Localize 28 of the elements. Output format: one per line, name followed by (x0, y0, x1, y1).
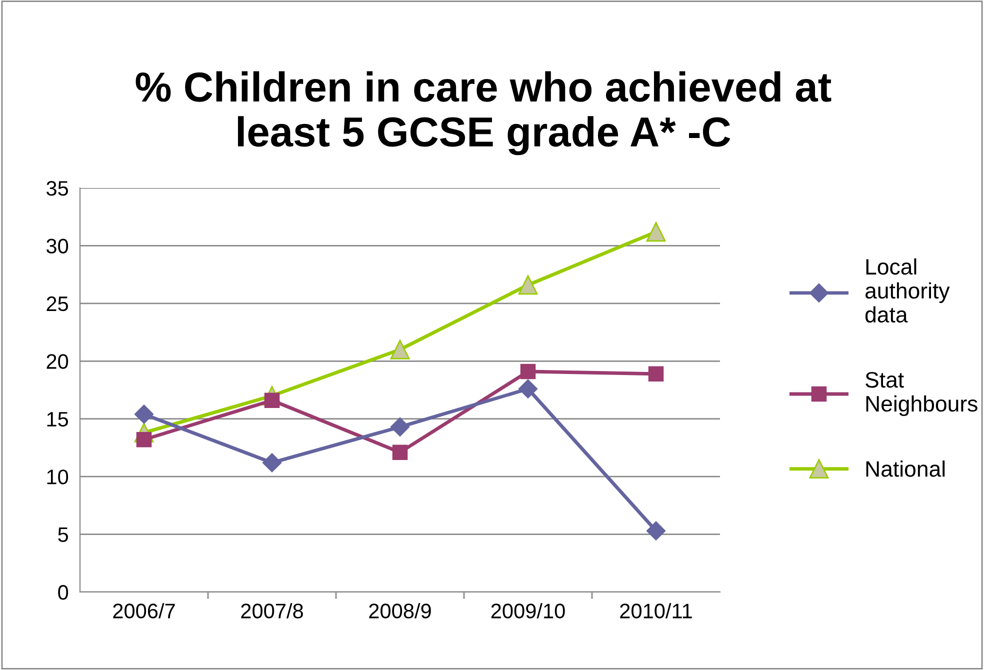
point (646, 521, 666, 540)
y-tick-label: 15 (47, 412, 68, 427)
point (262, 453, 282, 472)
point (392, 444, 408, 460)
y-tick-label: 0 (58, 585, 68, 600)
y-tick-label: 20 (46, 354, 68, 369)
y-tick-label: 10 (47, 470, 68, 484)
point (134, 404, 154, 424)
point (648, 366, 664, 382)
y-tick-label: 35 (46, 181, 68, 196)
x-tick-label: 2009/10 (491, 603, 565, 618)
x-tick-label: 2008/9 (369, 603, 431, 618)
point (646, 222, 666, 242)
legend-label: National (866, 460, 945, 477)
x-tick-label: 2010/11 (620, 603, 692, 618)
point (390, 340, 410, 360)
x-tick-label: 2006/7 (113, 603, 175, 618)
chart-title: % Children in care who achieved at least 5 GCSE grade A* -C (136, 71, 832, 156)
y-tick-label: 30 (46, 238, 68, 254)
point (520, 364, 536, 380)
point (390, 417, 410, 436)
legend-label: Local authority data (865, 258, 950, 323)
y-tick-label: 25 (46, 296, 68, 312)
point (518, 275, 538, 295)
point (518, 379, 538, 398)
x-tick-label: 2007/8 (241, 603, 303, 618)
legend-label: Stat Neighbours (866, 372, 978, 416)
y-tick-label: 5 (58, 528, 68, 542)
